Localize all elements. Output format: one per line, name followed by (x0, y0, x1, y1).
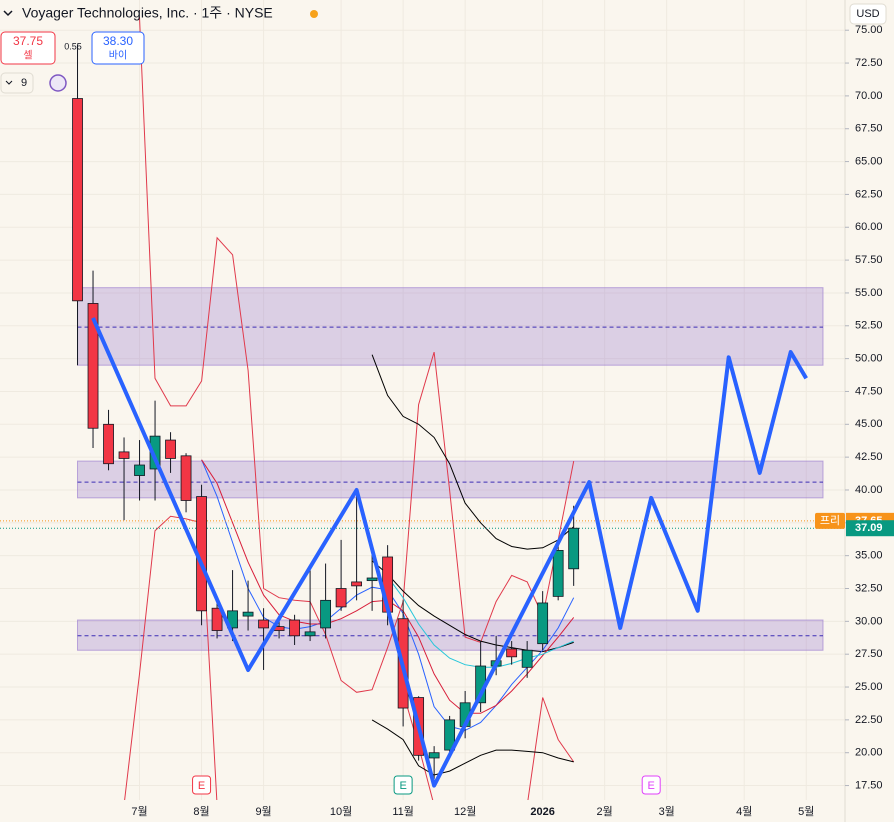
x-tick-label: 9월 (255, 805, 271, 818)
buy-price: 38.30 (103, 34, 133, 48)
candle-body (149, 435, 161, 470)
candle-body (258, 619, 269, 629)
spread: 0.55 (64, 41, 82, 51)
x-tick-label: 11월 (392, 805, 414, 818)
y-tick-label: 40.00 (855, 484, 883, 496)
y-tick-label: 60.00 (855, 221, 883, 233)
event-label: E (648, 780, 655, 792)
candle-body (72, 98, 83, 302)
y-tick-label: 72.50 (855, 57, 883, 69)
x-tick-label: 2026 (530, 806, 554, 818)
candle-body (506, 648, 518, 658)
market-status-icon (310, 10, 318, 18)
event-marker (641, 775, 661, 795)
y-tick-label: 47.50 (855, 385, 883, 397)
y-tick-label: 45.00 (855, 418, 883, 430)
candle-body (211, 607, 223, 631)
projection-line (91, 317, 808, 788)
y-tick-label: 55.00 (855, 287, 883, 299)
buy-button[interactable] (91, 31, 145, 65)
y-tick-label: 35.00 (855, 550, 883, 562)
candle-body (335, 588, 347, 608)
x-tick-label: 8월 (193, 805, 209, 818)
event-label: E (399, 780, 406, 792)
y-tick-label: 22.50 (855, 714, 883, 726)
event-marker (393, 775, 413, 795)
buy-label: 바이 (109, 50, 127, 62)
refresh-icon[interactable] (49, 74, 67, 92)
y-tick-label: 42.50 (855, 451, 883, 463)
indicator-line (371, 354, 575, 550)
zone (77, 619, 824, 651)
event-label: E (198, 780, 205, 792)
candle-body (521, 649, 533, 668)
candle-body (444, 719, 456, 751)
y-tick-label: 65.00 (855, 155, 883, 167)
plot-area (0, 17, 845, 800)
x-tick-label: 5월 (798, 805, 814, 818)
candle-body (366, 577, 378, 582)
sell-price: 37.75 (13, 34, 43, 48)
currency-button[interactable] (849, 3, 887, 25)
y-tick-label: 62.50 (855, 188, 883, 200)
indicator-count: 9 (21, 77, 27, 89)
candle-body (242, 611, 254, 617)
x-tick-label: 3월 (659, 805, 675, 818)
symbol-title: Voyager Technologies, Inc. · 1주 · NYSE (22, 5, 273, 21)
grid (0, 0, 845, 800)
x-tick-label: 7월 (131, 805, 147, 818)
indicator-chevron (5, 80, 13, 85)
price-axis: 17.50 20.00 22.50 25.00 27.50 30.00 32.50 35.00… (131, 24, 882, 818)
y-tick-label: 50.00 (855, 353, 883, 365)
y-tick-label: 57.50 (855, 254, 883, 266)
candle-body (537, 602, 549, 645)
collapse-icon[interactable] (3, 10, 13, 17)
indicator-toggle[interactable] (0, 72, 34, 94)
candle-body (552, 550, 564, 597)
y-tick-label: 67.50 (855, 123, 883, 135)
candle-body (289, 619, 300, 637)
candle-body (304, 631, 316, 637)
x-tick-label: 4월 (736, 805, 752, 818)
indicator-line (371, 560, 574, 653)
y-tick-label: 70.00 (855, 90, 883, 102)
candle-body (351, 581, 363, 587)
premarket-tag (815, 512, 845, 529)
last-price-tag (846, 520, 894, 537)
candle-body (103, 423, 114, 465)
x-tick-label: 12월 (454, 805, 476, 818)
candle-body (134, 464, 145, 476)
candle-body (165, 439, 176, 459)
indicator-line (371, 719, 574, 776)
candle-body (568, 527, 580, 570)
toolbar: Voyager Technologies, Inc. · 1주 · NYSE 3… (0, 3, 887, 94)
candle-body (87, 303, 99, 429)
sell-button[interactable] (0, 31, 56, 65)
x-tick-label: 2월 (597, 805, 613, 818)
currency: USD (856, 8, 879, 20)
x-tick-label: 10월 (330, 805, 352, 818)
y-tick-label: 75.00 (855, 24, 883, 36)
y-tick-label: 27.50 (855, 648, 883, 660)
sell-label: 셀 (23, 50, 32, 62)
indicator-line (139, 17, 575, 693)
candle-body (320, 599, 331, 629)
event-marker (192, 775, 212, 795)
y-tick-label: 20.00 (855, 747, 883, 759)
zone (77, 287, 824, 366)
last-price: 37.09 (855, 522, 883, 534)
y-tick-label: 32.50 (855, 582, 883, 594)
y-tick-label: 17.50 (855, 779, 883, 791)
y-tick-label: 25.00 (855, 681, 883, 693)
premarket-tag-label: 프리 (820, 514, 840, 527)
candle-body (118, 451, 130, 459)
y-tick-label: 30.00 (855, 615, 883, 627)
y-tick-label: 52.50 (855, 320, 883, 332)
candle-body (180, 455, 192, 501)
candle-body (428, 752, 440, 759)
